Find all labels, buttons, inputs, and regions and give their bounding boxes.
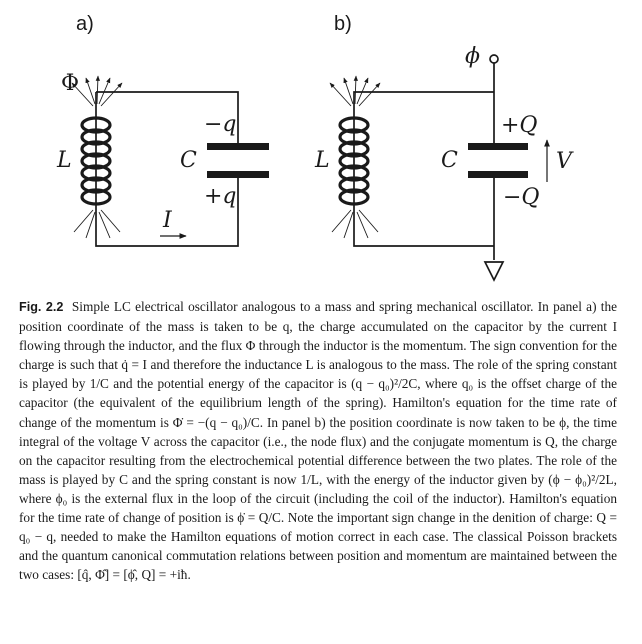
caption-text: Simple LC electrical oscillator analogou… <box>19 299 618 583</box>
panel-a-capacitor-top-plate <box>207 143 269 150</box>
panel-a-inductor-coil <box>80 116 112 206</box>
panel-b-label: b) <box>334 13 352 35</box>
figure-caption: Fig. 2.2 Simple LC electrical oscillator… <box>19 297 617 584</box>
panel-b-circuit-wire <box>353 63 495 260</box>
panel-a-charge-top: −q <box>204 112 237 137</box>
panel-b-charge-bottom: −Q <box>503 185 539 210</box>
panel-b-capacitor-top-plate <box>468 143 528 150</box>
panel-a-flux-label: Φ <box>61 71 79 96</box>
panel-b-capacitor-bottom-plate <box>468 171 528 178</box>
panel-b-flux-lines <box>329 75 381 239</box>
panel-b-node-label: ϕ <box>465 44 480 69</box>
panel-a-capacitor-label: C <box>180 148 197 173</box>
panel-a-charge-bottom: +q <box>204 184 237 209</box>
panel-a-label: a) <box>76 13 94 35</box>
panel-b-node-terminal <box>489 54 499 64</box>
panel-a-capacitor-bottom-plate <box>207 171 269 178</box>
panel-b: b) <box>314 13 574 282</box>
panel-b-inductor-label: L <box>314 148 330 173</box>
lc-oscillator-figure: a) Φ L C −q <box>56 13 574 282</box>
panel-a-flux-lines <box>71 75 123 239</box>
panel-a: a) Φ L C −q <box>56 13 269 247</box>
panel-b-capacitor-label: C <box>441 148 458 173</box>
panel-a-inductor-label: L <box>56 148 72 173</box>
panel-b-voltage-label: V <box>556 149 574 174</box>
panel-b-ground-symbol <box>483 261 505 282</box>
figure-number: Fig. 2.2 <box>19 300 64 314</box>
panel-b-charge-top: +Q <box>501 113 537 138</box>
panel-a-current-label: I <box>162 208 173 233</box>
panel-b-inductor-coil <box>338 116 370 206</box>
